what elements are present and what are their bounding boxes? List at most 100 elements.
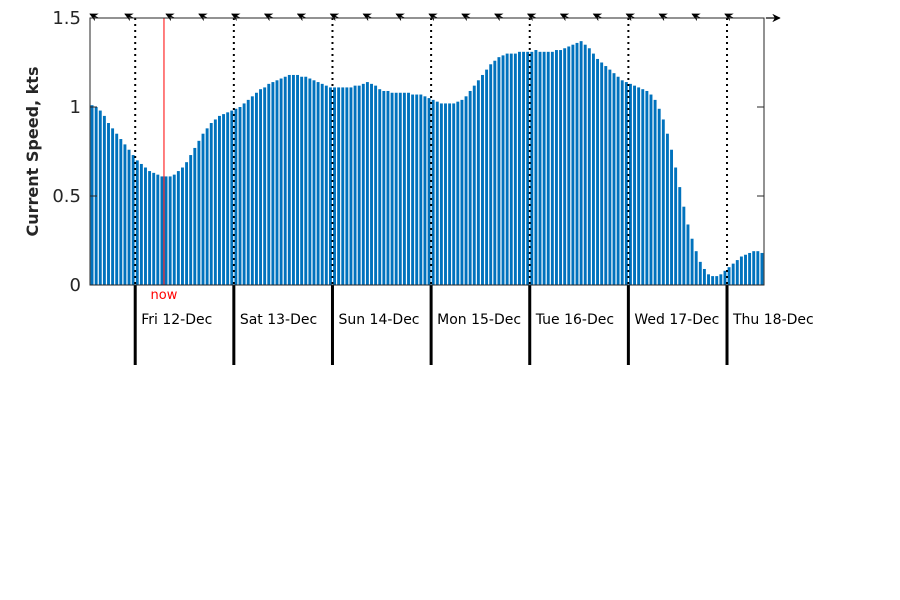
speed-bar bbox=[739, 256, 743, 285]
speed-bar bbox=[526, 51, 530, 285]
direction-arrow bbox=[691, 13, 701, 22]
speed-bar bbox=[633, 85, 636, 285]
y-tick-label: 0 bbox=[70, 275, 81, 296]
speed-bar bbox=[744, 254, 747, 285]
speed-bar bbox=[394, 92, 398, 285]
speed-bar bbox=[456, 101, 460, 285]
speed-bar bbox=[690, 238, 694, 285]
speed-bar bbox=[760, 252, 764, 285]
speed-bar bbox=[555, 50, 558, 285]
speed-bar bbox=[476, 80, 480, 285]
day-label: Fri 12-Dec bbox=[141, 312, 212, 328]
speed-bar bbox=[522, 51, 526, 285]
speed-bar bbox=[131, 155, 135, 285]
speed-bar bbox=[287, 74, 291, 286]
speed-bar bbox=[353, 85, 357, 285]
speed-bar bbox=[119, 139, 123, 285]
speed-bar bbox=[271, 82, 275, 285]
speed-bar bbox=[197, 140, 201, 285]
direction-arrow bbox=[494, 13, 504, 22]
speed-bar bbox=[209, 123, 213, 286]
speed-bar bbox=[427, 98, 431, 285]
speed-bar bbox=[259, 89, 263, 285]
direction-arrow bbox=[428, 13, 438, 22]
speed-bar bbox=[386, 90, 390, 285]
speed-bar bbox=[160, 176, 164, 285]
day-divider-lines bbox=[133, 18, 729, 365]
speed-bar bbox=[563, 48, 567, 286]
direction-arrow bbox=[625, 13, 636, 22]
speed-bar bbox=[308, 78, 312, 286]
y-axis-label: Current Speed, kts bbox=[23, 67, 42, 237]
speed-bar bbox=[497, 57, 501, 285]
speed-bar bbox=[398, 92, 402, 285]
speed-bar bbox=[678, 187, 682, 285]
speed-bar bbox=[439, 103, 443, 285]
direction-arrow bbox=[124, 13, 134, 22]
speed-bar bbox=[341, 87, 345, 285]
speed-bar bbox=[135, 160, 139, 285]
speed-bar bbox=[374, 85, 378, 285]
direction-arrow bbox=[198, 13, 208, 22]
speed-bar bbox=[218, 115, 221, 286]
direction-arrow bbox=[263, 13, 274, 22]
y-tick-label: 0.5 bbox=[52, 186, 81, 207]
speed-bar bbox=[460, 99, 464, 285]
speed-bar bbox=[653, 99, 657, 285]
speed-bar bbox=[349, 87, 353, 285]
speed-bar bbox=[111, 128, 115, 285]
y-axis-ticks: 0 0.5 1 1.5 bbox=[52, 8, 764, 296]
speed-bar bbox=[719, 274, 723, 285]
speed-bar bbox=[542, 51, 546, 285]
speed-bar bbox=[382, 90, 386, 285]
speed-bar bbox=[279, 78, 283, 286]
speed-bar bbox=[254, 92, 258, 285]
speed-bar bbox=[546, 51, 550, 285]
speed-bar bbox=[628, 83, 632, 285]
speed-bar bbox=[596, 58, 600, 285]
direction-arrow bbox=[231, 13, 241, 22]
speed-bar bbox=[230, 110, 234, 285]
speed-bar bbox=[702, 268, 706, 285]
speed-bar bbox=[176, 171, 180, 285]
speed-bar bbox=[731, 263, 735, 285]
speed-bar bbox=[649, 94, 653, 285]
speed-bar bbox=[620, 80, 624, 285]
speed-bar bbox=[90, 105, 94, 285]
speed-bar bbox=[501, 55, 505, 285]
speed-bar bbox=[727, 267, 731, 285]
speed-bar bbox=[148, 171, 152, 285]
speed-bar bbox=[316, 82, 320, 285]
speed-bar bbox=[612, 73, 616, 286]
speed-bar bbox=[587, 48, 591, 286]
speed-bar bbox=[571, 44, 575, 286]
speed-bar bbox=[390, 92, 394, 285]
speed-bar bbox=[407, 92, 410, 285]
speed-bar bbox=[213, 119, 217, 286]
speed-bar bbox=[152, 172, 156, 285]
speed-bar bbox=[291, 74, 295, 286]
speed-bar bbox=[144, 167, 147, 285]
direction-arrow bbox=[724, 13, 734, 22]
direction-arrow bbox=[658, 13, 668, 22]
speed-bar bbox=[324, 85, 328, 285]
day-label: Wed 17-Dec bbox=[634, 312, 719, 328]
speed-bar bbox=[283, 76, 287, 286]
y-tick-label: 1.5 bbox=[52, 8, 81, 29]
speed-bar bbox=[723, 270, 727, 285]
speed-bar bbox=[337, 87, 341, 285]
speed-bar bbox=[489, 64, 493, 285]
speed-bar bbox=[748, 252, 752, 285]
speed-bar bbox=[320, 83, 324, 285]
speed-bar bbox=[550, 51, 554, 285]
speed-bar bbox=[168, 176, 172, 285]
speed-bar bbox=[608, 69, 612, 286]
speed-bar bbox=[518, 51, 521, 285]
day-label: Tue 16-Dec bbox=[535, 312, 614, 328]
speed-bar bbox=[246, 99, 250, 285]
speed-bar bbox=[481, 74, 484, 286]
speed-bar bbox=[411, 94, 415, 285]
speed-bar bbox=[567, 46, 571, 286]
speed-bar bbox=[156, 174, 160, 285]
